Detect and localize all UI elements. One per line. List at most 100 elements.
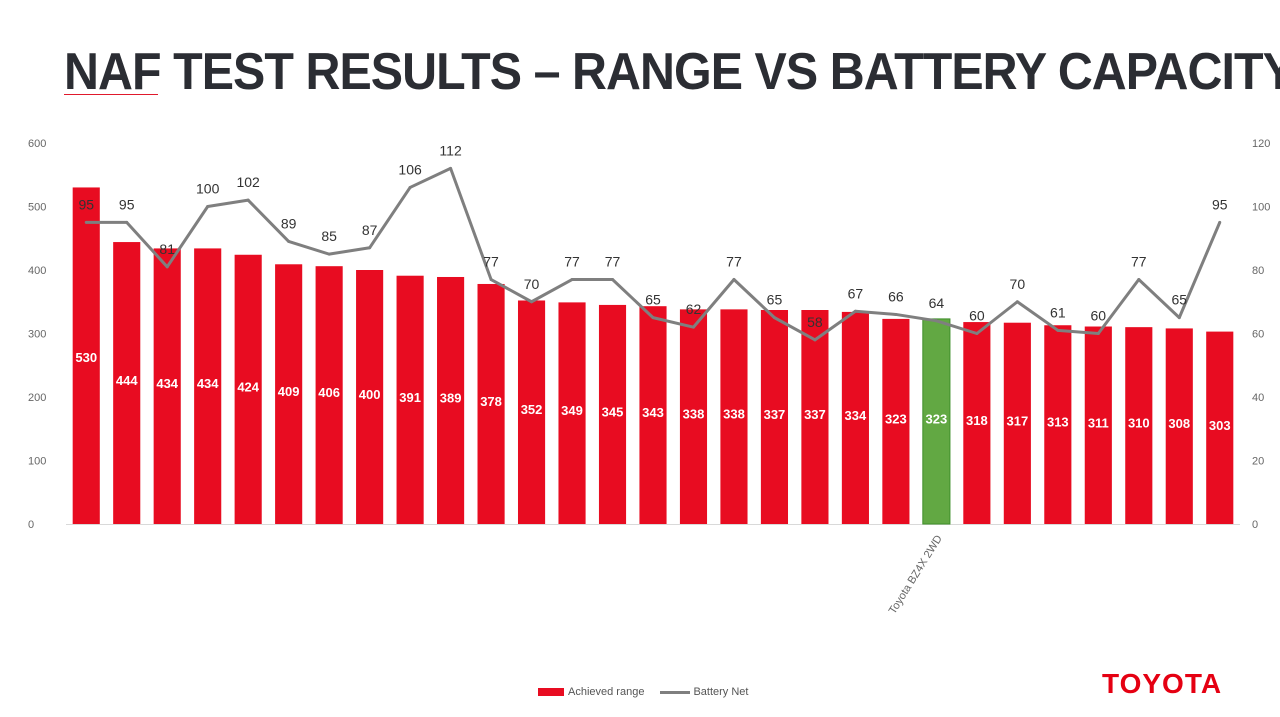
bar <box>963 322 991 524</box>
line-point <box>84 220 88 224</box>
bar-data-label: 345 <box>602 404 624 419</box>
bar-data-label: 406 <box>318 385 340 400</box>
bar-data-label: 310 <box>1128 416 1150 431</box>
y-left-tick-label: 200 <box>28 392 46 404</box>
bar <box>396 275 424 524</box>
line-point <box>449 166 453 170</box>
legend-label-achieved-range: Achieved range <box>568 686 645 698</box>
bar <box>720 309 748 524</box>
y-right-tick-label: 120 <box>1252 138 1270 150</box>
bar-data-label: 391 <box>399 390 421 405</box>
bar <box>639 306 667 524</box>
legend-line-swatch <box>660 690 691 694</box>
line-point <box>570 278 574 282</box>
line-point <box>1218 220 1222 224</box>
line-data-label: 62 <box>686 301 702 317</box>
bar-data-label: 311 <box>1088 415 1109 430</box>
line-point <box>691 325 695 329</box>
bar-data-label: 400 <box>359 387 381 402</box>
y-left-tick-label: 100 <box>28 456 46 468</box>
line-point <box>287 239 291 243</box>
y-right-tick-label: 40 <box>1252 392 1264 404</box>
legend-bar-swatch <box>538 688 564 696</box>
y-right-tick-label: 20 <box>1252 456 1264 468</box>
line-data-label: 58 <box>807 314 823 330</box>
bar <box>234 254 262 524</box>
line-data-label: 77 <box>605 254 621 270</box>
bar-data-label: 318 <box>966 413 988 428</box>
bar <box>1044 325 1072 524</box>
bar <box>1003 322 1031 524</box>
line-data-label: 95 <box>1212 196 1228 212</box>
bar-data-label: 338 <box>723 407 745 422</box>
line-point <box>489 278 493 282</box>
bar <box>1125 327 1153 524</box>
bar <box>882 318 910 524</box>
line-point <box>1015 300 1019 304</box>
line-point <box>813 338 817 342</box>
line-point <box>1137 278 1141 282</box>
line-point <box>853 309 857 313</box>
bar-data-label: 389 <box>440 390 462 405</box>
chart-legend: Achieved range Battery Net <box>538 686 764 698</box>
bar-data-label: 338 <box>683 407 705 422</box>
bar <box>315 266 343 524</box>
x-category-label: Toyota BZ4X 2WD <box>887 533 945 616</box>
legend-item-achieved-range: Achieved range <box>538 686 644 698</box>
line-point <box>934 319 938 323</box>
bar-highlight <box>922 318 951 525</box>
line-data-label: 65 <box>767 292 783 308</box>
line-data-label: 87 <box>362 222 378 238</box>
line-point <box>408 185 412 189</box>
line-point <box>1096 332 1100 335</box>
bar <box>72 187 100 524</box>
bar <box>1165 328 1193 524</box>
bar-data-label: 444 <box>116 373 138 388</box>
y-left-tick-label: 400 <box>28 265 46 277</box>
line-data-label: 95 <box>78 196 94 212</box>
bar <box>194 248 222 524</box>
bar <box>558 302 586 524</box>
legend-item-battery-net: Battery Net <box>660 686 748 698</box>
bar <box>477 283 505 524</box>
bar <box>801 310 829 524</box>
line-data-label: 89 <box>281 215 297 231</box>
bar-data-label: 313 <box>1047 415 1069 430</box>
page-title: NAF TEST RESULTS – RANGE VS BATTERY CAPA… <box>64 43 1280 101</box>
line-point <box>530 300 534 304</box>
bar <box>517 300 546 524</box>
line-data-label: 77 <box>726 254 742 270</box>
y-left-tick-label: 500 <box>28 202 46 214</box>
title-underline <box>64 94 158 95</box>
bar-data-label: 323 <box>926 411 948 426</box>
y-right-tick-label: 80 <box>1252 265 1264 277</box>
line-data-label: 106 <box>398 161 422 177</box>
bar-data-label: 337 <box>764 407 786 422</box>
line-data-label: 67 <box>848 285 864 301</box>
line-data-label: 95 <box>119 196 135 212</box>
line-data-label: 77 <box>483 254 499 270</box>
bar <box>356 270 384 524</box>
bar <box>1084 326 1112 524</box>
bar-data-label: 530 <box>75 350 97 365</box>
y-left-tick-label: 600 <box>28 138 46 150</box>
line-data-label: 66 <box>888 288 904 304</box>
y-right-tick-label: 0 <box>1252 519 1258 531</box>
bar-data-label: 349 <box>561 403 583 418</box>
line-point <box>165 265 169 269</box>
bar-data-label: 352 <box>521 402 543 417</box>
toyota-logo: TOYOTA <box>1102 668 1223 699</box>
line-point <box>368 246 372 250</box>
line-point <box>206 205 210 208</box>
line-point <box>651 316 655 320</box>
line-data-label: 61 <box>1050 304 1066 320</box>
bar-data-label: 334 <box>845 408 867 423</box>
bar-data-label: 303 <box>1209 418 1231 433</box>
bar <box>275 264 303 524</box>
bar <box>679 309 708 524</box>
bar <box>598 304 627 524</box>
line-data-label: 70 <box>1010 276 1026 292</box>
bar-data-label: 424 <box>237 379 259 394</box>
line-data-label: 112 <box>439 142 462 158</box>
bar-data-label: 308 <box>1168 416 1190 431</box>
